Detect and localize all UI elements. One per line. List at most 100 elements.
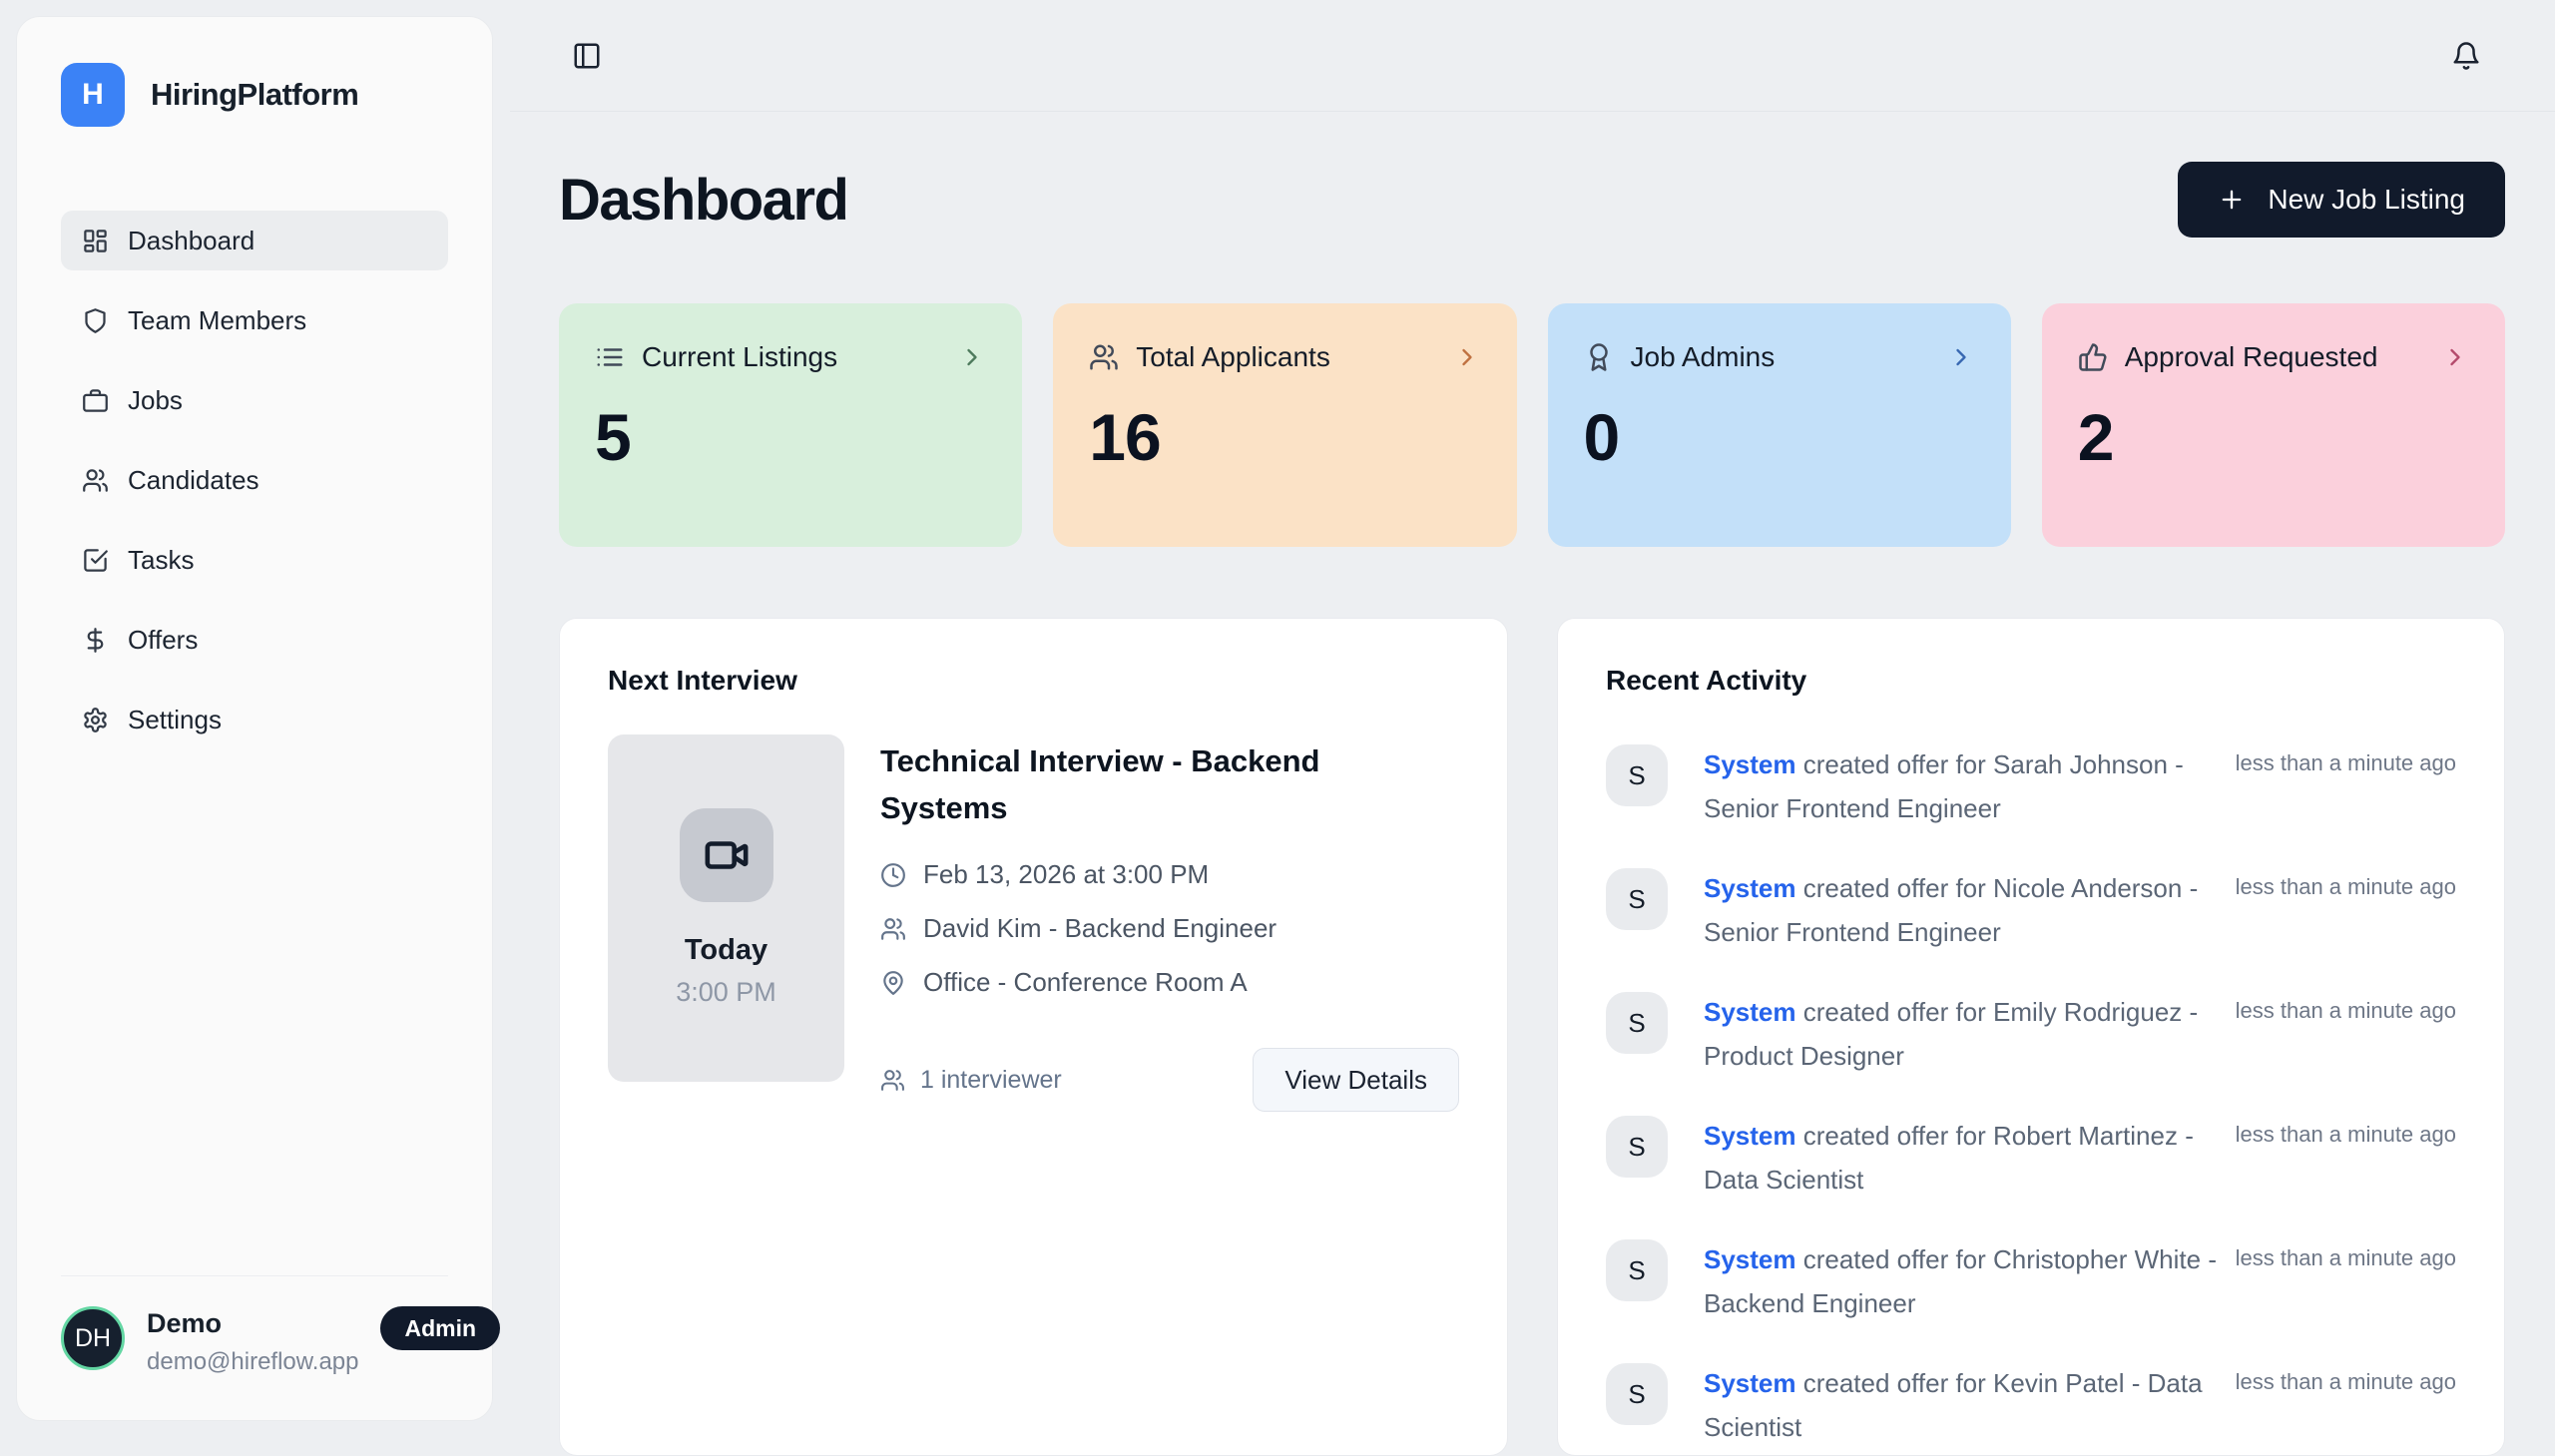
users-icon (1089, 342, 1119, 372)
video-icon-box (679, 808, 773, 902)
activity-text: System created offer for Christopher Whi… (1704, 1237, 2233, 1325)
interview-day: Today (684, 934, 768, 966)
topbar (510, 0, 2555, 112)
panel-left-icon (572, 41, 602, 71)
briefcase-icon (82, 387, 109, 414)
stat-value: 5 (595, 400, 632, 474)
interview-name: Technical Interview - Backend Systems (880, 743, 1320, 825)
interview-location: Office - Conference Room A (923, 967, 1248, 997)
activity-avatar: S (1606, 992, 1668, 1054)
shield-icon (82, 307, 109, 334)
plus-icon (2218, 186, 2246, 214)
activity-description: created offer for Emily Rodriguez - Prod… (1704, 997, 2199, 1071)
chevron-right-icon (1453, 343, 1481, 371)
sidebar-item-settings[interactable]: Settings (61, 690, 448, 749)
sidebar-item-tasks[interactable]: Tasks (61, 530, 448, 590)
view-details-button[interactable]: View Details (1253, 1048, 1459, 1112)
stat-card-total-applicants[interactable]: Total Applicants 16 (1053, 303, 1517, 547)
activity-timestamp: less than a minute ago (2235, 1245, 2456, 1270)
stat-head: Approval Requested (2078, 341, 2469, 373)
stat-label: Job Admins (1630, 341, 1776, 372)
next-interview-title: Next Interview (608, 665, 797, 696)
stat-cards: Current Listings 5 Total Applicants 16 (559, 303, 2505, 547)
square-check-icon (82, 547, 109, 574)
avatar-initials: DH (74, 1323, 112, 1352)
interviewer-count: 1 interviewer (880, 1066, 1062, 1095)
activity-description: created offer for Robert Martinez - Data… (1704, 1121, 2194, 1195)
avatar: DH (61, 1306, 125, 1370)
user-name: Demo (147, 1308, 223, 1338)
layout-dashboard-icon (82, 228, 109, 254)
stat-label: Current Listings (642, 341, 838, 372)
gear-icon (82, 707, 109, 733)
activity-description: created offer for Nicole Anderson - Seni… (1704, 873, 2199, 947)
sidebar-toggle-button[interactable] (572, 41, 602, 71)
interview-datetime-row: Feb 13, 2026 at 3:00 PM (880, 859, 1459, 890)
activity-item: S System created offer for Robert Martin… (1606, 1114, 2456, 1202)
video-icon (704, 832, 750, 878)
users-icon (880, 916, 906, 942)
stat-value: 2 (2077, 400, 2115, 474)
activity-description: created offer for Sarah Johnson - Senior… (1704, 749, 2184, 823)
activity-timestamp: less than a minute ago (2235, 1122, 2456, 1147)
sidebar-item-jobs[interactable]: Jobs (61, 370, 448, 430)
activity-timestamp: less than a minute ago (2235, 750, 2456, 775)
sidebar-item-team-members[interactable]: Team Members (61, 290, 448, 350)
user-email: demo@hireflow.app (147, 1348, 359, 1375)
stat-card-job-admins[interactable]: Job Admins 0 (1547, 303, 2011, 547)
activity-actor-link[interactable]: System (1704, 749, 1796, 779)
award-icon (1584, 342, 1614, 372)
stat-label: Total Applicants (1136, 341, 1330, 372)
app-name: HiringPlatform (151, 77, 359, 112)
sidebar-item-label: Dashboard (128, 225, 256, 255)
sidebar-nav: Dashboard Team Members Jobs Candidates T… (61, 211, 448, 749)
activity-avatar: S (1606, 1363, 1668, 1425)
activity-list: S System created offer for Sarah Johnson… (1606, 742, 2456, 1449)
page-title: Dashboard (559, 167, 849, 233)
activity-item: S System created offer for Sarah Johnson… (1606, 742, 2456, 830)
interviewer-count-label: 1 interviewer (920, 1065, 1062, 1094)
notifications-button[interactable] (2451, 41, 2481, 71)
activity-avatar: S (1606, 1239, 1668, 1301)
sidebar: H HiringPlatform Dashboard Team Members … (16, 16, 501, 1421)
next-interview-panel: Next Interview Today 3:00 PM Technical I… (559, 618, 1508, 1456)
chevron-right-icon (1947, 343, 1975, 371)
sidebar-item-label: Jobs (128, 384, 183, 415)
activity-description: created offer for Christopher White - Ba… (1704, 1244, 2217, 1318)
clock-icon (880, 862, 906, 888)
activity-avatar: S (1606, 868, 1668, 930)
activity-timestamp: less than a minute ago (2235, 998, 2456, 1023)
interview-location-row: Office - Conference Room A (880, 967, 1459, 998)
interview-candidate-row: David Kim - Backend Engineer (880, 913, 1459, 944)
sidebar-item-candidates[interactable]: Candidates (61, 450, 448, 510)
user-profile[interactable]: DH Demo demo@hireflow.app Admin (61, 1275, 501, 1376)
dollar-sign-icon (82, 627, 109, 654)
stat-label: Approval Requested (2124, 341, 2378, 372)
activity-actor-link[interactable]: System (1704, 873, 1796, 903)
activity-text: System created offer for Nicole Anderson… (1704, 866, 2233, 954)
app-logo-letter: H (82, 78, 104, 111)
sidebar-item-offers[interactable]: Offers (61, 610, 448, 670)
activity-actor-link[interactable]: System (1704, 997, 1796, 1027)
new-job-listing-button[interactable]: New Job Listing (2178, 162, 2505, 238)
bell-icon (2451, 41, 2481, 71)
map-pin-icon (880, 970, 906, 996)
activity-timestamp: less than a minute ago (2235, 874, 2456, 899)
stat-value: 16 (1089, 400, 1161, 474)
activity-actor-link[interactable]: System (1704, 1368, 1796, 1398)
activity-avatar: S (1606, 1116, 1668, 1178)
interview-time: 3:00 PM (676, 977, 776, 1007)
activity-actor-link[interactable]: System (1704, 1244, 1796, 1274)
app-logo-mark: H (61, 63, 125, 127)
chevron-right-icon (958, 343, 986, 371)
activity-actor-link[interactable]: System (1704, 1121, 1796, 1151)
stat-card-approval-requested[interactable]: Approval Requested 2 (2041, 303, 2505, 547)
users-icon (82, 467, 109, 494)
stat-head: Current Listings (595, 341, 986, 373)
stat-card-current-listings[interactable]: Current Listings 5 (559, 303, 1023, 547)
interview-schedule-tile: Today 3:00 PM (608, 734, 844, 1082)
sidebar-item-label: Candidates (128, 464, 259, 495)
interview-candidate: David Kim - Backend Engineer (923, 913, 1278, 943)
sidebar-item-dashboard[interactable]: Dashboard (61, 211, 448, 270)
sidebar-item-label: Offers (128, 624, 199, 655)
